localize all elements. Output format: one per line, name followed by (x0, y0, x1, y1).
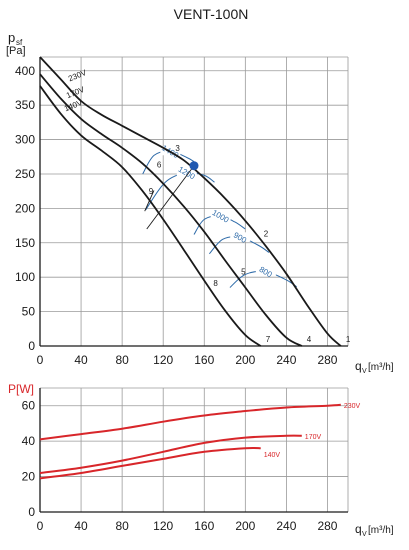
flow-axis-symbol: q (355, 359, 362, 373)
x-tick-label: 280 (317, 519, 337, 533)
y-tick-label: 60 (22, 399, 36, 413)
x-tick-label: 40 (74, 353, 88, 367)
y-tick-label: 20 (22, 470, 36, 484)
pressure-curve-140v (39, 85, 262, 347)
pressure-curve-230v (39, 56, 342, 347)
flow-axis-symbol-lower: q (355, 522, 362, 536)
power-series-labels: 230V 170V 140V (264, 403, 361, 459)
series-end-label: 4 (307, 335, 312, 344)
speed-label-bg (255, 266, 276, 276)
connector-line (146, 165, 195, 230)
power-y-ticks: 0 20 40 60 (22, 399, 36, 519)
power-series (39, 403, 341, 480)
pressure-x-ticks: 0 40 80 120 160 200 240 280 (37, 353, 338, 367)
series-end-label: 7 (266, 335, 271, 344)
x-tick-label: 120 (153, 519, 173, 533)
y-tick-label: 400 (15, 64, 35, 78)
power-chart-grid (39, 387, 349, 513)
power-series-label: 170V (305, 434, 322, 441)
x-tick-label: 240 (276, 353, 296, 367)
operating-point (189, 161, 199, 171)
y-tick-label: 50 (22, 305, 36, 319)
y-tick-label: 100 (15, 270, 35, 284)
pressure-axis-subscript: sf (16, 38, 23, 47)
y-tick-label: 40 (22, 434, 36, 448)
pressure-axis-unit: [Pa] (6, 45, 26, 57)
x-tick-label: 280 (317, 353, 337, 367)
power-curve-170v (39, 434, 302, 474)
power-series-label: 140V (264, 452, 281, 459)
power-curve-230v (39, 403, 341, 441)
speed-label-bg (160, 146, 181, 156)
pressure-axis-label: p sf [Pa] (6, 30, 26, 57)
chart-title: VENT-100N (174, 6, 249, 22)
point-label: 6 (157, 161, 162, 170)
speed-label-bg (210, 210, 231, 220)
x-tick-label: 160 (194, 519, 214, 533)
flow-axis-unit: [m³/h] (368, 362, 394, 373)
x-tick-label: 240 (276, 519, 296, 533)
x-tick-label: 160 (194, 353, 214, 367)
point-label: 3 (175, 144, 180, 153)
power-x-ticks: 0 40 80 120 160 200 240 280 (37, 519, 338, 533)
speed-curve-label: 1000 (210, 208, 230, 225)
y-tick-label: 0 (28, 339, 35, 353)
y-tick-label: 150 (15, 236, 35, 250)
pressure-x-axis-label: q V [m³/h] (355, 359, 394, 375)
pressure-series (39, 56, 342, 347)
y-tick-label: 350 (15, 98, 35, 112)
power-series-label: 230V (344, 403, 361, 410)
x-tick-label: 200 (235, 519, 255, 533)
y-tick-label: 0 (28, 505, 35, 519)
point-label: 8 (213, 279, 218, 288)
power-axis-label: P[W] (8, 382, 34, 396)
speed-label-bg (176, 167, 197, 177)
series-end-label: 1 (346, 335, 351, 344)
point-label: 5 (241, 268, 246, 277)
power-x-axis-label: q V [m³/h] (355, 522, 394, 538)
x-tick-label: 40 (74, 519, 88, 533)
x-tick-label: 120 (153, 353, 173, 367)
series-voltage-label: 230V (67, 68, 88, 84)
pressure-y-ticks: 0 50 100 150 200 250 300 350 400 (15, 64, 35, 353)
x-tick-label: 80 (115, 519, 129, 533)
x-tick-label: 0 (37, 353, 44, 367)
power-curve-140v (39, 446, 261, 480)
x-tick-label: 200 (235, 353, 255, 367)
y-tick-label: 250 (15, 167, 35, 181)
connector-line (144, 190, 155, 212)
flow-axis-subscript-lower: V (362, 531, 367, 538)
y-tick-label: 300 (15, 133, 35, 147)
pressure-chart-grid (39, 56, 349, 347)
x-tick-label: 80 (115, 353, 129, 367)
pressure-axis-symbol: p (8, 30, 15, 45)
pressure-curve-170v (39, 73, 303, 347)
flow-axis-subscript: V (362, 368, 367, 375)
flow-axis-unit-lower: [m³/h] (368, 525, 394, 536)
y-tick-label: 200 (15, 201, 35, 215)
point-label: 9 (149, 187, 154, 196)
point-label: 2 (264, 230, 269, 239)
x-tick-label: 0 (37, 519, 44, 533)
speed-label-bg (230, 232, 251, 242)
point-labels: 2 3 5 6 8 9 (144, 144, 269, 288)
